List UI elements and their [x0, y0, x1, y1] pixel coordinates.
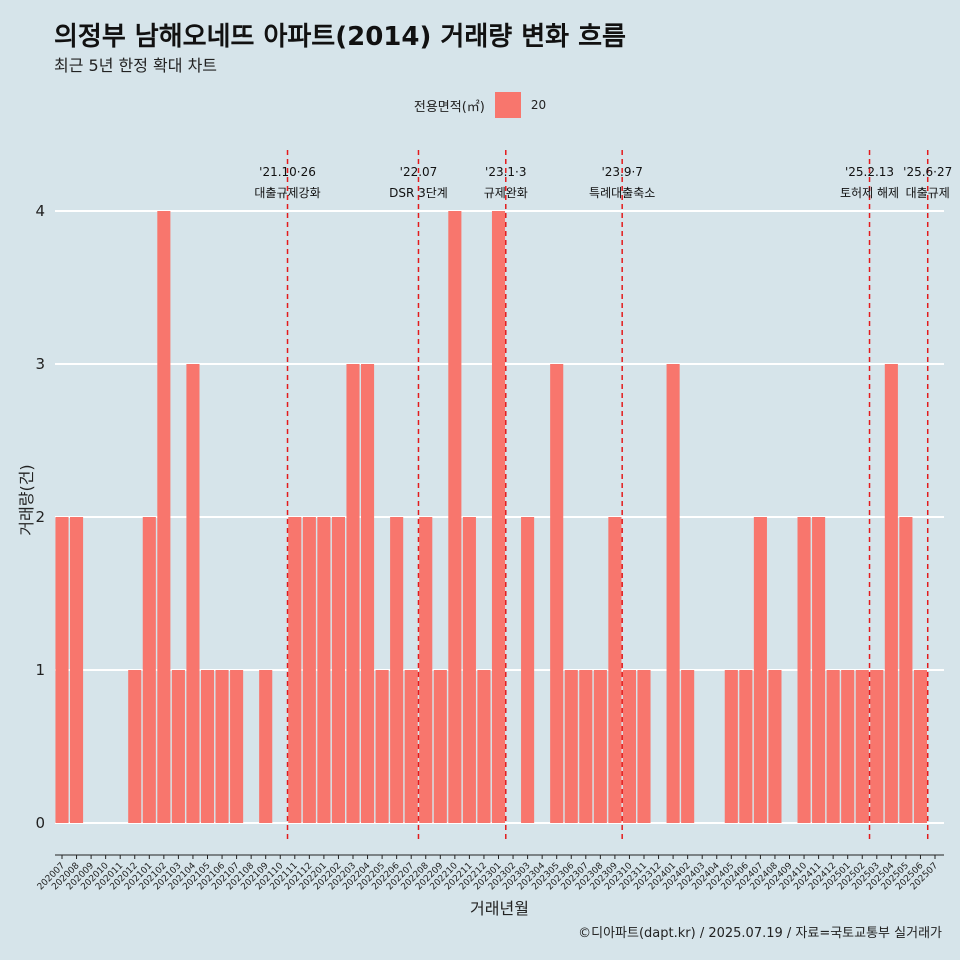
bar [288, 517, 302, 823]
event-text-label: 대출규제강화 [254, 186, 320, 200]
bar [331, 517, 345, 823]
bar [186, 364, 200, 823]
bar [390, 517, 404, 823]
bar [724, 670, 738, 823]
bar [797, 517, 811, 823]
event-text-label: 대출규제 [906, 186, 950, 200]
bar [200, 670, 215, 823]
bar [70, 517, 84, 823]
event-text-label: 규제완화 [484, 186, 528, 200]
legend-title: 전용면적(㎡) [413, 99, 485, 115]
bar [128, 670, 142, 823]
bar [739, 670, 753, 823]
chart-caption: ©디아파트(dapt.kr) / 2025.07.19 / 자료=국토교통부 실… [578, 926, 942, 941]
bar [550, 364, 564, 823]
bar [681, 670, 695, 823]
bar [419, 517, 433, 823]
chart-title: 의정부 남해오네뜨 아파트(2014) 거래량 변화 흐름 [54, 22, 626, 52]
bar [230, 670, 244, 823]
bar [768, 670, 782, 823]
bar [491, 211, 506, 823]
bar [564, 670, 578, 823]
bar [826, 670, 840, 823]
bar [361, 364, 375, 823]
legend: 전용면적(㎡) 20 [0, 92, 960, 118]
event-date-label: '25.2.13 [845, 165, 894, 179]
bar [477, 670, 491, 823]
bar [579, 670, 593, 823]
x-axis-title: 거래년월 [470, 899, 529, 918]
bar [317, 517, 331, 823]
bar [346, 364, 360, 823]
bar [884, 364, 898, 823]
event-date-label: '25.6·27 [903, 165, 952, 179]
event-text-label: 토허제 해제 [840, 186, 899, 200]
y-tick-label: 2 [35, 508, 45, 526]
legend-entry-label: 20 [530, 98, 547, 112]
event-date-label: '22.07 [400, 165, 438, 179]
bar [913, 670, 927, 823]
bar [448, 211, 462, 823]
bar [404, 670, 418, 823]
bar [259, 670, 273, 823]
y-tick-label: 1 [35, 661, 45, 679]
bar [462, 517, 476, 823]
y-tick-label: 3 [35, 355, 45, 373]
bar [637, 670, 651, 823]
bar [593, 670, 607, 823]
bar [521, 517, 535, 823]
bar [215, 670, 229, 823]
y-tick-label: 4 [35, 202, 45, 220]
bar [55, 517, 69, 823]
bar [841, 670, 855, 823]
bar [157, 211, 171, 823]
event-date-label: '21.10·26 [259, 165, 316, 179]
bar [302, 517, 316, 823]
event-date-label: '23.1·3 [485, 165, 526, 179]
event-text-label: 특례대출축소 [589, 186, 655, 200]
bar [666, 364, 680, 823]
y-tick-label: 0 [35, 814, 45, 832]
event-text-label: DSR 3단계 [389, 186, 448, 200]
bar [855, 670, 869, 823]
y-axis-title: 거래량(건) [17, 464, 36, 535]
event-date-label: '23.9·7 [601, 165, 642, 179]
bar [142, 517, 156, 823]
chart-subtitle: 최근 5년 한정 확대 차트 [54, 56, 218, 75]
bar [608, 517, 622, 823]
legend-key-swatch [494, 92, 521, 118]
bar [812, 517, 826, 823]
bar [753, 517, 767, 823]
bar [622, 670, 636, 823]
bar [433, 670, 447, 823]
bar [899, 517, 913, 823]
bar [171, 670, 185, 823]
bar [375, 670, 389, 823]
bar [870, 670, 884, 823]
